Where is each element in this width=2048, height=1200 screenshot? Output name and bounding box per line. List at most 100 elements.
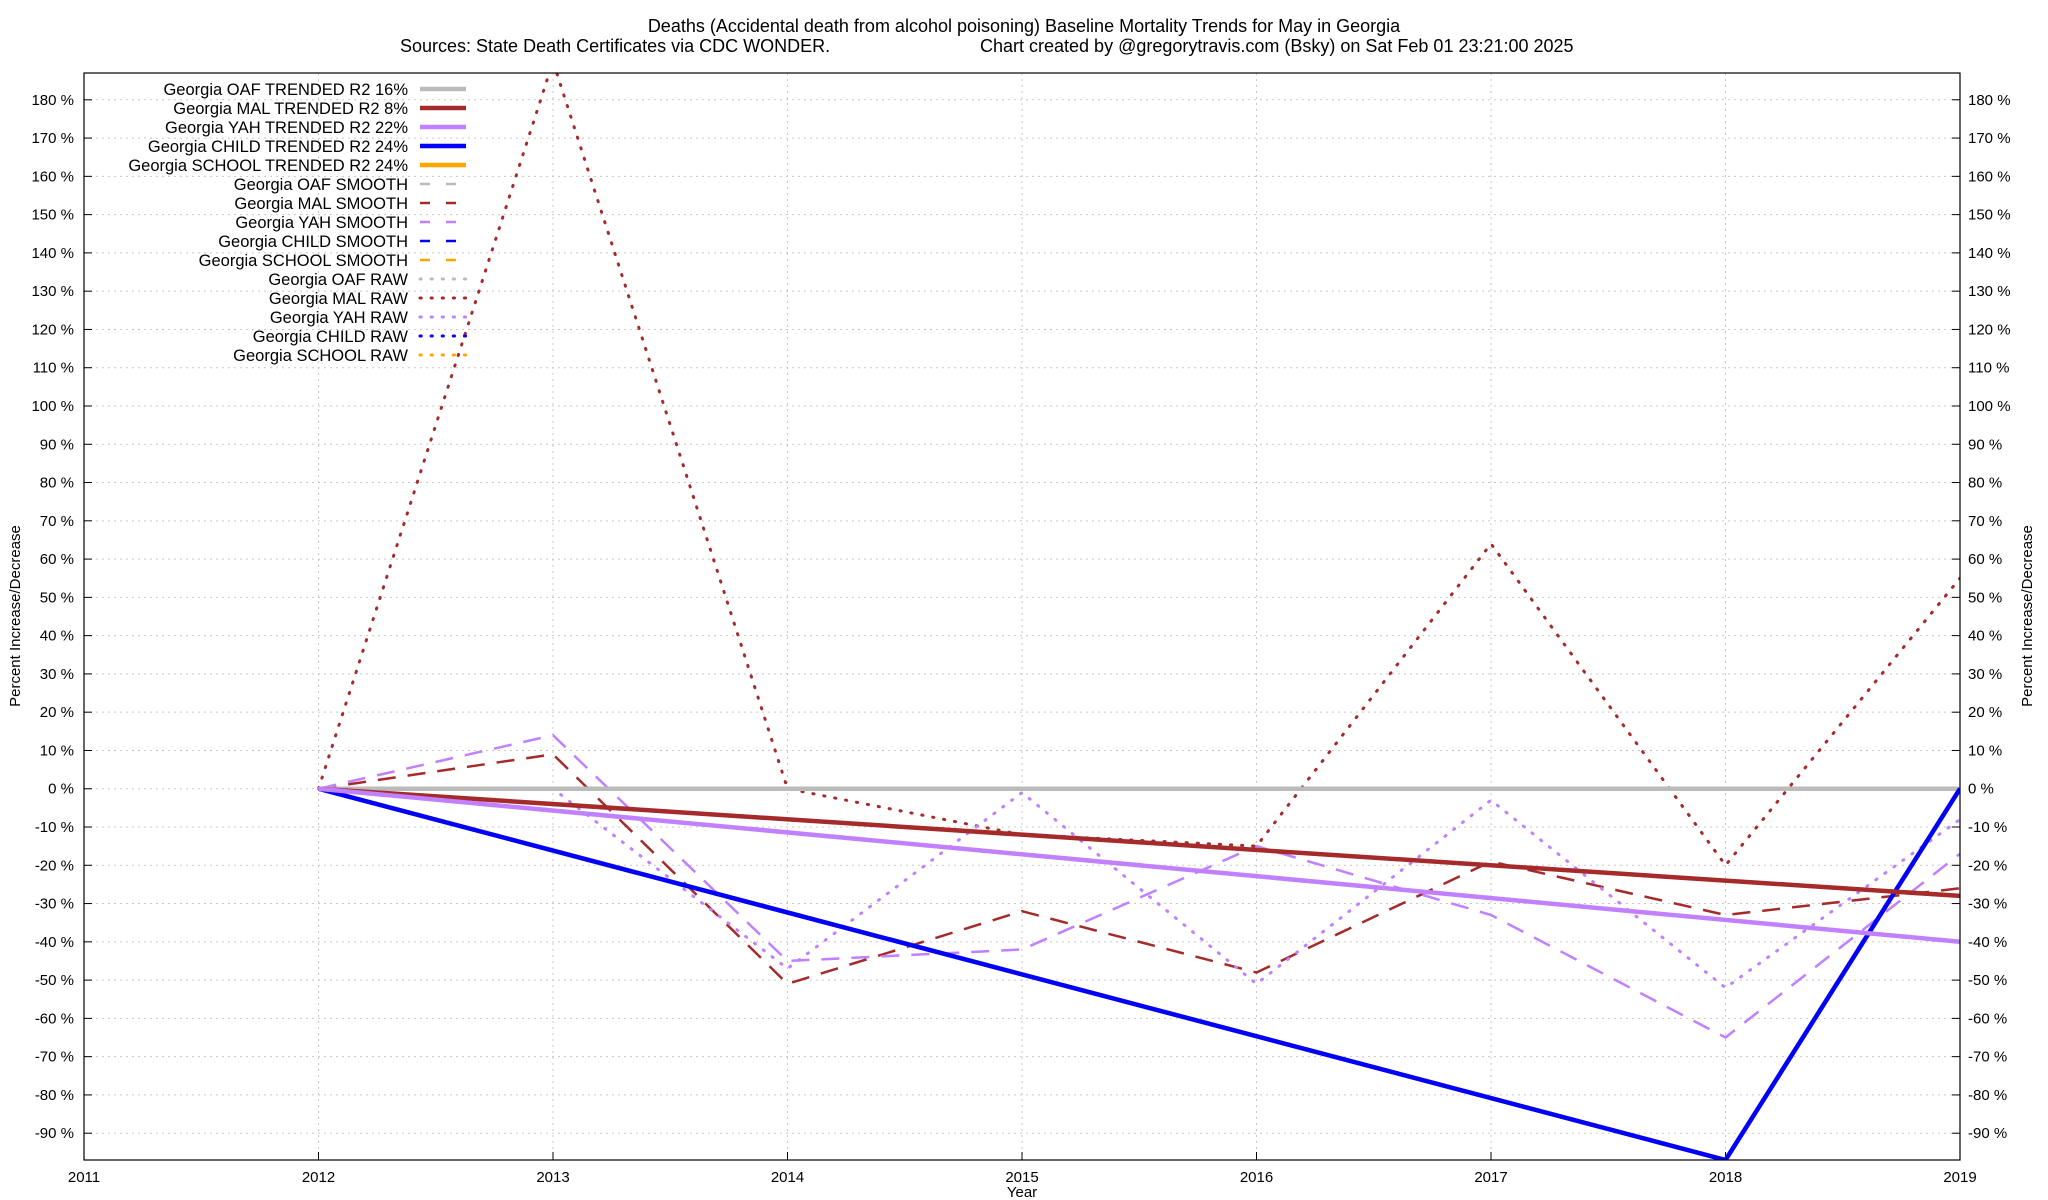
chart-title: Deaths (Accidental death from alcohol po… bbox=[648, 16, 1401, 36]
series-line-georgia-mal-smooth bbox=[318, 753, 1960, 986]
series-lines bbox=[317, 73, 1960, 1160]
y-tick-label-right: 40 % bbox=[1968, 628, 2002, 645]
legend-label-georgia-school-smooth: Georgia SCHOOL SMOOTH bbox=[199, 252, 408, 270]
y-tick-label-right: 10 % bbox=[1968, 742, 2002, 759]
legend-label-georgia-school-raw: Georgia SCHOOL RAW bbox=[233, 347, 408, 365]
x-tick-label: 2015 bbox=[1005, 1169, 1038, 1186]
y-tick-label-right: 110 % bbox=[1968, 360, 2009, 377]
chart-subtitle-credit: Chart created by @gregorytravis.com (Bsk… bbox=[980, 36, 1574, 56]
y-tick-label-right: 120 % bbox=[1968, 321, 2011, 338]
x-tick-label: 2014 bbox=[771, 1169, 804, 1186]
y-tick-label-left: -70 % bbox=[35, 1049, 74, 1066]
y-tick-label-left: 10 % bbox=[40, 742, 74, 759]
y-tick-label-right: 30 % bbox=[1968, 666, 2002, 683]
series-line-georgia-mal-raw bbox=[317, 73, 1960, 867]
y-axis-label-right: Percent Increase/Decrease bbox=[2019, 525, 2036, 707]
y-tick-label-right: 60 % bbox=[1968, 551, 2002, 568]
y-tick-label-right: -10 % bbox=[1968, 819, 2007, 836]
x-tick-label: 2017 bbox=[1474, 1169, 1507, 1186]
legend-label-georgia-mal-raw: Georgia MAL RAW bbox=[269, 290, 408, 308]
legend: Georgia OAF TRENDED R2 16%Georgia MAL TR… bbox=[128, 81, 468, 365]
y-tick-label-right: 20 % bbox=[1968, 704, 2002, 721]
y-tick-label-right: 0 % bbox=[1968, 781, 1994, 798]
series-group bbox=[317, 73, 1960, 1160]
y-tick-label-right: -90 % bbox=[1968, 1125, 2007, 1142]
y-tick-label-left: 150 % bbox=[31, 207, 74, 224]
legend-label-georgia-oaf-raw: Georgia OAF RAW bbox=[268, 271, 408, 289]
y-tick-label-left: 50 % bbox=[40, 589, 74, 606]
legend-label-georgia-child-smooth: Georgia CHILD SMOOTH bbox=[218, 233, 408, 251]
legend-label-georgia-mal-trended-r2-8: Georgia MAL TRENDED R2 8% bbox=[173, 100, 408, 118]
y-tick-label-left: 20 % bbox=[40, 704, 74, 721]
y-tick-label-left: 110 % bbox=[33, 360, 74, 377]
y-tick-label-left: 80 % bbox=[40, 475, 74, 492]
y-tick-label-right: 100 % bbox=[1968, 398, 2011, 415]
legend-label-georgia-child-trended-r2-24: Georgia CHILD TRENDED R2 24% bbox=[148, 138, 408, 156]
x-tick-label: 2016 bbox=[1240, 1169, 1273, 1186]
y-tick-labels: -90 % -90 % -80 % -80 % -70 % -70 % -60 % -60 %… bbox=[31, 92, 2010, 1142]
x-tick-label: 2013 bbox=[536, 1169, 569, 1186]
y-tick-label-left: -60 % bbox=[35, 1010, 74, 1027]
y-tick-label-left: 120 % bbox=[31, 321, 74, 338]
y-tick-label-right: 170 % bbox=[1968, 130, 2011, 147]
y-tick-label-right: 150 % bbox=[1968, 207, 2011, 224]
y-tick-label-left: 160 % bbox=[31, 168, 74, 185]
y-tick-label-left: -80 % bbox=[35, 1087, 74, 1104]
x-tick-label: 2018 bbox=[1709, 1169, 1742, 1186]
legend-label-georgia-child-raw: Georgia CHILD RAW bbox=[253, 328, 409, 346]
y-tick-label-left: -90 % bbox=[35, 1125, 74, 1142]
x-tick-label: 2019 bbox=[1943, 1169, 1976, 1186]
y-tick-label-left: 100 % bbox=[31, 398, 74, 415]
legend-label-georgia-mal-smooth: Georgia MAL SMOOTH bbox=[234, 195, 408, 213]
series-line-georgia-child-trended-r2-24 bbox=[317, 786, 1960, 1160]
y-axis-label-left: Percent Increase/Decrease bbox=[7, 525, 24, 707]
y-tick-label-right: 80 % bbox=[1968, 475, 2002, 492]
y-tick-label-right: 70 % bbox=[1968, 513, 2002, 530]
y-tick-label-left: -20 % bbox=[35, 857, 74, 874]
y-tick-label-right: 180 % bbox=[1968, 92, 2011, 109]
legend-label-georgia-school-trended-r2-24: Georgia SCHOOL TRENDED R2 24% bbox=[128, 157, 408, 175]
series-line-georgia-yah-smooth bbox=[318, 733, 1960, 1039]
y-tick-label-right: -60 % bbox=[1968, 1010, 2007, 1027]
y-tick-label-left: -50 % bbox=[35, 972, 74, 989]
series-line-georgia-yah-trended-r2-22 bbox=[318, 786, 1960, 945]
y-tick-label-right: -40 % bbox=[1968, 934, 2007, 951]
plot-frame bbox=[83, 72, 1961, 1161]
y-tick-label-left: 140 % bbox=[31, 245, 74, 262]
y-tick-label-right: -80 % bbox=[1968, 1087, 2007, 1104]
y-tick-label-left: 180 % bbox=[31, 92, 74, 109]
chart-subtitle-sources: Sources: State Death Certificates via CD… bbox=[400, 36, 830, 56]
y-tick-label-right: -50 % bbox=[1968, 972, 2007, 989]
y-tick-label-left: -30 % bbox=[35, 896, 74, 913]
x-axis-label: Year bbox=[1007, 1184, 1037, 1200]
y-tick-label-right: 130 % bbox=[1968, 283, 2011, 300]
y-tick-label-right: 50 % bbox=[1968, 589, 2002, 606]
y-tick-label-left: 130 % bbox=[31, 283, 74, 300]
y-tick-label-left: 60 % bbox=[40, 551, 74, 568]
y-tick-label-left: -10 % bbox=[35, 819, 74, 836]
y-tick-label-left: 30 % bbox=[40, 666, 74, 683]
legend-label-georgia-oaf-smooth: Georgia OAF SMOOTH bbox=[234, 176, 408, 194]
x-tick-labels: 2011 2012 2013 2014 2015 2016 2017 2018 2019 bbox=[68, 1169, 1977, 1186]
y-tick-label-left: -40 % bbox=[35, 934, 74, 951]
legend-label-georgia-yah-trended-r2-22: Georgia YAH TRENDED R2 22% bbox=[165, 119, 408, 137]
y-tick-label-left: 90 % bbox=[40, 436, 74, 453]
series-line-georgia-mal-trended-r2-8 bbox=[318, 786, 1960, 899]
x-tick-label: 2012 bbox=[302, 1169, 335, 1186]
series-line-georgia-yah-raw bbox=[317, 787, 1960, 990]
y-tick-label-right: -70 % bbox=[1968, 1049, 2007, 1066]
y-tick-label-right: -20 % bbox=[1968, 857, 2007, 874]
y-tick-label-left: 70 % bbox=[40, 513, 74, 530]
x-tick-label: 2011 bbox=[68, 1169, 100, 1186]
legend-label-georgia-oaf-trended-r2-16: Georgia OAF TRENDED R2 16% bbox=[163, 81, 408, 99]
y-tick-label-right: -30 % bbox=[1968, 896, 2007, 913]
legend-label-georgia-yah-raw: Georgia YAH RAW bbox=[270, 309, 409, 327]
y-tick-label-left: 170 % bbox=[31, 130, 74, 147]
y-tick-label-right: 90 % bbox=[1968, 436, 2002, 453]
y-tick-label-right: 140 % bbox=[1968, 245, 2011, 262]
y-tick-label-left: 0 % bbox=[48, 781, 74, 798]
y-tick-label-right: 160 % bbox=[1968, 168, 2011, 185]
legend-label-georgia-yah-smooth: Georgia YAH SMOOTH bbox=[235, 214, 408, 232]
y-tick-label-left: 40 % bbox=[40, 628, 74, 645]
